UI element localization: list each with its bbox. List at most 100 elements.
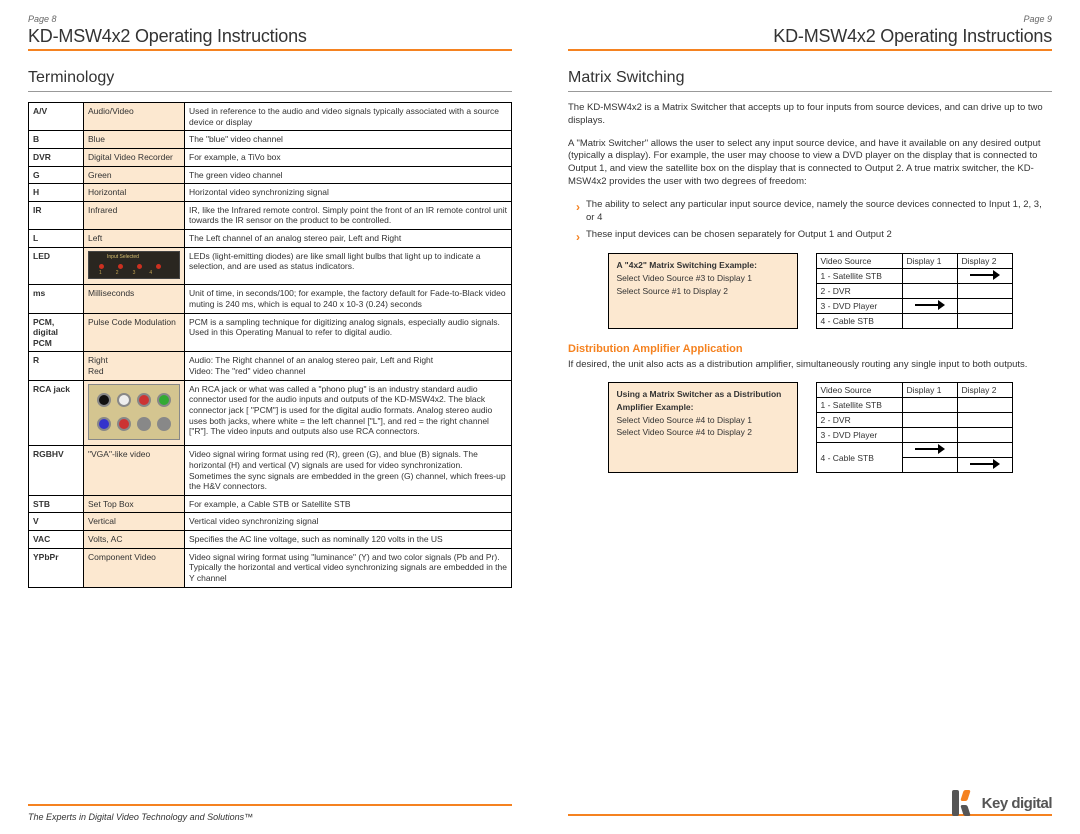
term-full: Infrared <box>84 201 185 229</box>
display2-cell <box>957 458 1012 473</box>
video-source-cell: 4 - Cable STB <box>816 314 902 329</box>
term-desc: Unit of time, in seconds/100; for exampl… <box>185 285 512 313</box>
term-abbr: RCA jack <box>29 380 84 446</box>
table-row: 3 - DVD Player <box>816 428 1012 443</box>
example1-title: A "4x2" Matrix Switching Example: <box>617 259 789 272</box>
term-full: Vertical <box>84 513 185 531</box>
term-abbr: STB <box>29 495 84 513</box>
table-row: VACVolts, ACSpecifies the AC line voltag… <box>29 531 512 549</box>
term-desc: Audio: The Right channel of an analog st… <box>185 352 512 380</box>
para-da: If desired, the unit also acts as a dist… <box>568 359 1052 372</box>
table-row: 2 - DVR <box>816 284 1012 299</box>
term-desc: For example, a TiVo box <box>185 148 512 166</box>
display1-cell <box>902 413 957 428</box>
term-abbr: IR <box>29 201 84 229</box>
example-row-1: A "4x2" Matrix Switching Example: Select… <box>568 253 1052 329</box>
subhead-da: Distribution Amplifier Application <box>568 343 1052 355</box>
right-page: Page 9 KD-MSW4x2 Operating Instructions … <box>540 0 1080 834</box>
arrow-icon <box>970 460 1000 468</box>
term-abbr: DVR <box>29 148 84 166</box>
term-full: Horizontal <box>84 184 185 202</box>
table-row: DVRDigital Video RecorderFor example, a … <box>29 148 512 166</box>
term-abbr: V <box>29 513 84 531</box>
example-box-da: Using a Matrix Switcher as a Distributio… <box>608 382 798 473</box>
rt2-h1: Video Source <box>816 383 902 398</box>
rca-jacks-image <box>88 384 180 440</box>
kd-logo-icon <box>952 790 978 816</box>
term-desc: Video signal wiring format using "lumina… <box>185 548 512 587</box>
table-row: RGBHV"VGA"-like videoVideo signal wiring… <box>29 446 512 496</box>
bullet-1: The ability to select any particular inp… <box>576 199 1052 225</box>
term-abbr: YPbPr <box>29 548 84 587</box>
orange-rule-footer <box>28 804 512 806</box>
term-abbr: ms <box>29 285 84 313</box>
table-row: VVerticalVertical video synchronizing si… <box>29 513 512 531</box>
term-desc: Specifies the AC line voltage, such as n… <box>185 531 512 549</box>
term-full: Left <box>84 230 185 248</box>
table-row: BBlueThe "blue" video channel <box>29 131 512 149</box>
bullet-2: These input devices can be chosen separa… <box>576 229 1052 242</box>
rt2-h3: Display 2 <box>957 383 1012 398</box>
rt1-h2: Display 1 <box>902 254 957 269</box>
term-desc: Horizontal video synchronizing signal <box>185 184 512 202</box>
page-number-left: Page 8 <box>28 14 512 24</box>
table-row: 4 - Cable STB <box>816 443 1012 458</box>
bullet-list: The ability to select any particular inp… <box>576 199 1052 241</box>
orange-rule <box>28 49 512 51</box>
doc-title-left: KD-MSW4x2 Operating Instructions <box>28 26 512 47</box>
term-desc: The Left channel of an analog stereo pai… <box>185 230 512 248</box>
display2-cell <box>957 299 1012 314</box>
arrow-icon <box>915 445 945 453</box>
term-full: Component Video <box>84 548 185 587</box>
orange-rule <box>568 49 1052 51</box>
table-row: 4 - Cable STB <box>816 314 1012 329</box>
terminology-table: A/VAudio/VideoUsed in reference to the a… <box>28 102 512 588</box>
term-full: Volts, AC <box>84 531 185 549</box>
arrow-icon <box>970 271 1000 279</box>
table-row: A/VAudio/VideoUsed in reference to the a… <box>29 103 512 131</box>
term-abbr: PCM, digital PCM <box>29 313 84 352</box>
section-title-matrix: Matrix Switching <box>568 69 1052 87</box>
example2-line1: Select Video Source #4 to Display 1 <box>617 414 789 427</box>
key-digital-logo: Key digital <box>952 790 1052 816</box>
table-row: GGreenThe green video channel <box>29 166 512 184</box>
term-desc: Video signal wiring format using red (R)… <box>185 446 512 496</box>
example2-line2: Select Video Source #4 to Display 2 <box>617 426 789 439</box>
table-row: RCA jackAn RCA jack or what was called a… <box>29 380 512 446</box>
table-row: 1 - Satellite STB <box>816 398 1012 413</box>
grey-rule <box>28 91 512 92</box>
video-source-cell: 4 - Cable STB <box>816 443 902 473</box>
display1-cell <box>902 428 957 443</box>
example-row-2: Using a Matrix Switcher as a Distributio… <box>568 382 1052 473</box>
example-box-matrix: A "4x2" Matrix Switching Example: Select… <box>608 253 798 329</box>
para-intro: The KD-MSW4x2 is a Matrix Switcher that … <box>568 102 1052 128</box>
term-desc: The "blue" video channel <box>185 131 512 149</box>
led-panel-image: Input Selected1234 <box>88 251 180 279</box>
routing-table-2: Video Source Display 1 Display 2 1 - Sat… <box>816 382 1013 473</box>
section-title-terminology: Terminology <box>28 69 512 87</box>
term-abbr: B <box>29 131 84 149</box>
term-full: Green <box>84 166 185 184</box>
term-full: Digital Video Recorder <box>84 148 185 166</box>
table-row: YPbPrComponent VideoVideo signal wiring … <box>29 548 512 587</box>
display1-cell <box>902 299 957 314</box>
display1-cell <box>902 269 957 284</box>
term-desc: PCM is a sampling technique for digitizi… <box>185 313 512 352</box>
display2-cell <box>957 428 1012 443</box>
term-desc: For example, a Cable STB or Satellite ST… <box>185 495 512 513</box>
display1-cell <box>902 443 957 458</box>
left-page: Page 8 KD-MSW4x2 Operating Instructions … <box>0 0 540 834</box>
term-desc: IR, like the Infrared remote control. Si… <box>185 201 512 229</box>
term-full: Audio/Video <box>84 103 185 131</box>
term-full: "VGA"-like video <box>84 446 185 496</box>
video-source-cell: 2 - DVR <box>816 413 902 428</box>
term-full: Set Top Box <box>84 495 185 513</box>
table-row: 2 - DVR <box>816 413 1012 428</box>
table-row: STBSet Top BoxFor example, a Cable STB o… <box>29 495 512 513</box>
term-abbr: RGBHV <box>29 446 84 496</box>
display1-cell <box>902 398 957 413</box>
term-full <box>84 380 185 446</box>
para-matrix-def: A "Matrix Switcher" allows the user to s… <box>568 138 1052 189</box>
video-source-cell: 1 - Satellite STB <box>816 269 902 284</box>
table-row: msMillisecondsUnit of time, in seconds/1… <box>29 285 512 313</box>
